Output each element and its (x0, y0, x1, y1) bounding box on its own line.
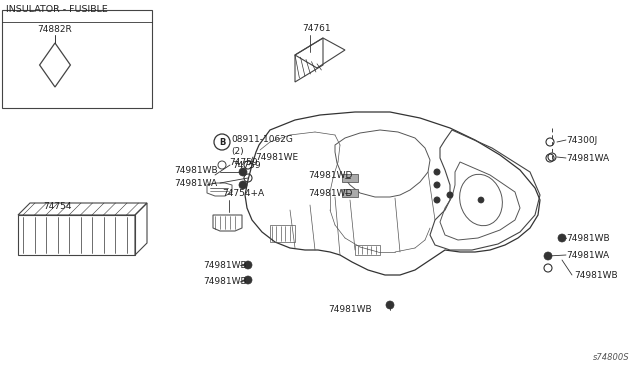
Circle shape (434, 182, 440, 188)
Text: 74981WA: 74981WA (566, 250, 609, 260)
Text: 74754+A: 74754+A (222, 189, 264, 198)
Text: 74981WB: 74981WB (203, 278, 246, 286)
Text: 08911-1062G: 08911-1062G (231, 135, 293, 144)
Text: INSULATOR - FUSIBLE: INSULATOR - FUSIBLE (6, 5, 108, 14)
Circle shape (434, 169, 440, 175)
Text: 74981WD: 74981WD (308, 170, 353, 180)
Polygon shape (342, 189, 358, 197)
Text: 74981WA: 74981WA (566, 154, 609, 163)
Circle shape (244, 261, 252, 269)
Text: 74981WD: 74981WD (308, 189, 353, 198)
Circle shape (239, 168, 247, 176)
Text: (2): (2) (231, 147, 244, 155)
Text: s74800S: s74800S (593, 353, 630, 362)
Text: 74754: 74754 (43, 202, 72, 211)
Circle shape (478, 197, 484, 203)
Text: 74981WB: 74981WB (566, 234, 610, 243)
Text: 74981WA: 74981WA (174, 179, 217, 187)
Circle shape (239, 181, 247, 189)
Text: 74981WE: 74981WE (255, 153, 298, 161)
Circle shape (386, 301, 394, 309)
Circle shape (244, 276, 252, 284)
Circle shape (558, 234, 566, 242)
Text: 74882R: 74882R (38, 25, 72, 33)
Text: 74759: 74759 (232, 160, 260, 170)
Text: 74981WB: 74981WB (328, 305, 372, 314)
Text: B: B (219, 138, 225, 147)
Circle shape (434, 197, 440, 203)
Text: 74981WB: 74981WB (574, 270, 618, 279)
Text: 74759: 74759 (229, 157, 258, 167)
Circle shape (544, 252, 552, 260)
Text: 74761: 74761 (302, 23, 331, 32)
Text: 74981WB: 74981WB (203, 260, 246, 269)
Polygon shape (342, 174, 358, 182)
Circle shape (447, 192, 453, 198)
Text: 74300J: 74300J (566, 135, 597, 144)
Text: 74981WB: 74981WB (174, 166, 218, 174)
